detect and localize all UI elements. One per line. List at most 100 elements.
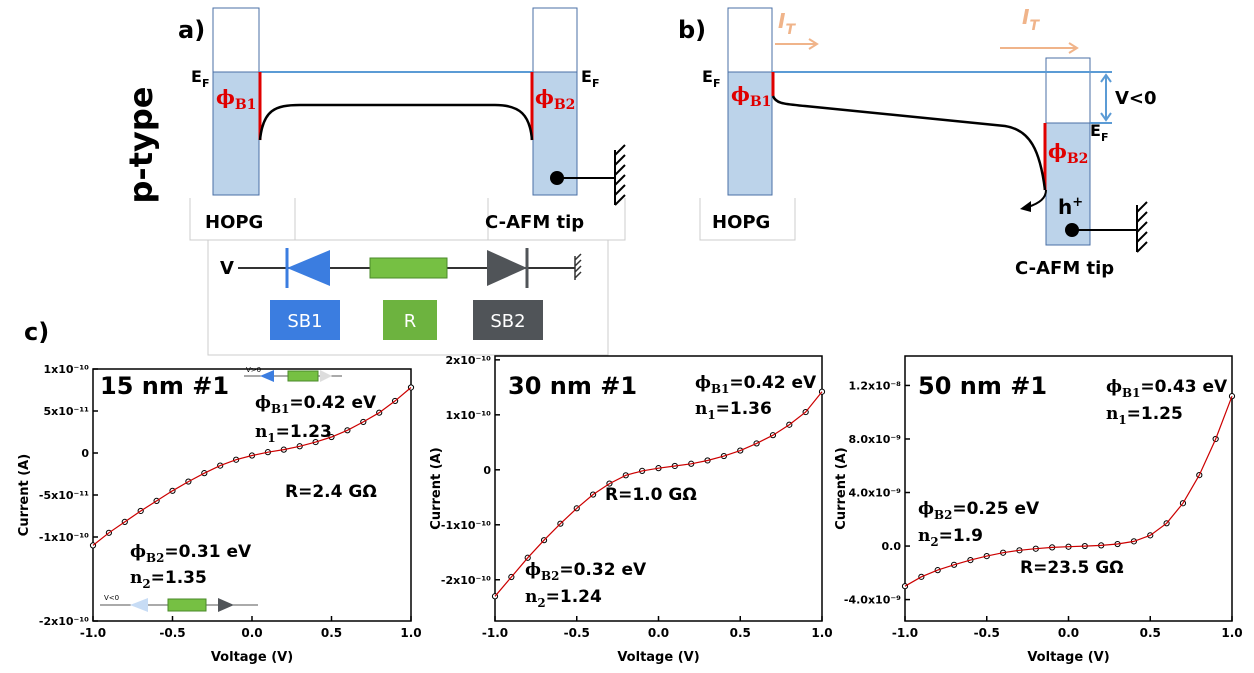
diagram-a: a) EF EF ϕB1 ϕB2 HOPG C-AFM tip [178,7,626,241]
subscript: B1 [711,382,729,396]
y-tick-label: -4.0x10⁻⁹ [844,594,901,607]
annotation: ϕB1=0.43 eV [1106,377,1228,400]
diode [320,370,332,382]
y-tick-label: -2x10⁻¹⁰ [441,574,491,587]
circuit: V SB1 R SB2 [207,239,609,356]
annotation-text: =1.36 [716,399,772,419]
panel-label: c) [24,318,49,346]
x-tick-label: 0.0 [1058,626,1079,640]
subscript: B1 [235,97,257,113]
current-label: IT [1022,5,1040,34]
annotation: n2=1.24 [525,587,602,610]
diode [487,250,527,286]
current-arrow [775,38,819,50]
annotation-text: n [918,526,930,546]
electrode-label: C-AFM tip [1015,258,1114,279]
annotation: ϕB1=0.42 eV [255,393,377,416]
annotation-text: ϕ [1106,377,1122,397]
symbol: I [778,9,786,33]
electrode-label: C-AFM tip [485,212,584,233]
current-arrow [1000,42,1079,54]
x-tick-label: 0.5 [730,626,751,640]
chart: -2x10⁻¹⁰ -1x10⁻¹⁰ 0 1x10⁻¹⁰ 2x10⁻¹⁰ -1.0 -0.5 0… [429,354,833,665]
fermi-label: EF [702,67,720,90]
y-tick-label: -1x10⁻¹⁰ [441,519,491,532]
x-axis-label: Voltage (V) [617,650,699,665]
annotation: n1=1.23 [255,422,332,445]
annotation: R=23.5 GΩ [1020,558,1124,578]
resistor [369,257,448,279]
subscript: 1 [707,408,715,422]
diode [287,250,330,286]
subscript: B2 [554,97,576,113]
chart-title: 15 nm #1 [100,372,229,400]
side-label: p-type [122,87,160,204]
electrode-fill [727,71,773,196]
annotation-text: n [255,422,267,442]
chart-title: 50 nm #1 [918,372,1047,400]
annotation: ϕB1=0.42 eV [695,373,817,396]
y-tick-label: 0.0 [882,540,902,553]
y-tick-label: 4.0x10⁻⁹ [848,487,901,500]
x-tick-label: 1.0 [1221,626,1242,640]
x-tick-label: 0.5 [321,626,342,640]
y-tick-label: 1x10⁻¹⁰ [44,363,90,376]
frame [699,198,796,241]
fermi-label: EF [581,67,599,90]
subscript: 2 [537,596,545,610]
annotation: ϕB2=0.25 eV [918,499,1040,522]
symbol: E [191,67,202,86]
y-tick-label: 2x10⁻¹⁰ [446,354,492,367]
ground [614,144,626,206]
fit-line [92,387,412,546]
chart: -2x10⁻¹⁰ -1x10⁻¹⁰ -5x10⁻¹¹ 0 5x10⁻¹¹ 1x10⁻¹⁰ -… [17,363,422,665]
y-axis-label: Current (A) [17,454,32,536]
subscript: T [1029,18,1040,34]
fit-line [494,391,823,597]
y-tick-label: 5x10⁻¹¹ [44,405,90,418]
annotation-text: =1.24 [546,587,602,607]
subscript: B2 [146,551,164,565]
current-label: IT [778,9,796,38]
symbol: E [1090,121,1101,140]
subscript: T [785,22,796,38]
symbol: E [702,67,713,86]
resistor [167,598,207,612]
diode [218,598,234,612]
annotation-text: =0.31 eV [164,542,252,562]
barrier-label: ϕB1 [731,82,771,110]
y-tick-label: -5x10⁻¹¹ [39,489,89,502]
bias-label: V<0 [1115,88,1157,109]
annotation-text: n [130,568,142,588]
arrowhead [1020,201,1031,212]
barrier-label: ϕB2 [535,85,575,113]
resistor [287,370,319,382]
data-point [1228,393,1236,400]
subscript: B1 [271,402,289,416]
panel-label: b) [678,16,706,44]
annotation: R=1.0 GΩ [605,485,697,505]
subscript: B2 [934,508,952,522]
x-tick-label: -1.0 [482,626,508,640]
annotation-text: n [525,587,537,607]
panel-label: a) [178,16,205,44]
x-tick-label: 1.0 [400,626,421,640]
annotation-text: R=23.5 GΩ [1020,558,1124,578]
label-box [270,300,340,340]
diode [130,598,148,612]
chart: -4.0x10⁻⁹ 0.0 4.0x10⁻⁹ 8.0x10⁻⁹ 1.2x10⁻⁸ -1.0… [834,355,1243,665]
barrier-label: ϕB1 [216,85,256,113]
annotation-text: =0.43 eV [1140,377,1228,397]
annotation: ϕB2=0.32 eV [525,560,647,583]
annotation-text: =1.23 [276,422,332,442]
ground [574,253,582,280]
x-tick-label: -1.0 [80,626,106,640]
symbol: ϕ [731,82,750,106]
annotation: n1=1.36 [695,399,772,422]
symbol: ϕ [1048,139,1067,163]
superscript: + [1072,195,1083,210]
symbol: ϕ [216,85,235,109]
annotation-text: =0.25 eV [952,499,1040,519]
x-tick-label: -1.0 [892,626,918,640]
label-box [473,300,543,340]
